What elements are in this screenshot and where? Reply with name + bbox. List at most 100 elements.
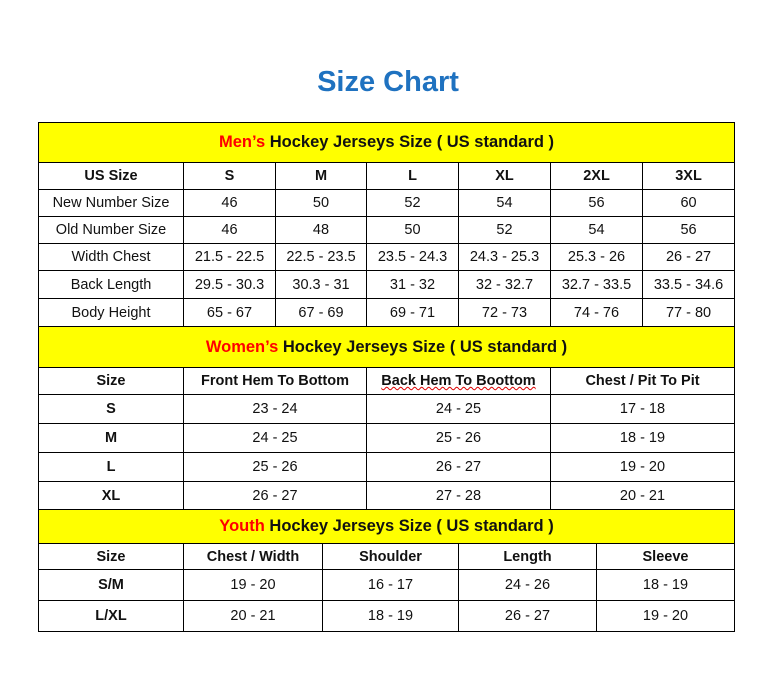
table-cell: 77 - 80 bbox=[641, 298, 736, 327]
table-cell: 72 - 73 bbox=[458, 298, 551, 327]
table-row: Width Chest 21.5 - 22.5 22.5 - 23.5 23.5 - … bbox=[38, 243, 736, 271]
table-cell: 29.5 - 30.3 bbox=[183, 270, 276, 299]
column-header: Sleeve bbox=[595, 543, 736, 570]
table-cell: 46 bbox=[183, 216, 276, 244]
table-cell: 26 - 27 bbox=[458, 600, 597, 632]
column-header: XL bbox=[458, 162, 551, 190]
table-cell: 33.5 - 34.6 bbox=[641, 270, 736, 299]
column-header: S bbox=[183, 162, 276, 190]
column-header: Chest / Pit To Pit bbox=[549, 367, 736, 395]
table-row: M 24 - 25 25 - 26 18 - 19 bbox=[38, 423, 736, 453]
row-label: New Number Size bbox=[38, 189, 184, 217]
men-section-header: Men’s Hockey Jerseys Size ( US standard … bbox=[37, 122, 736, 163]
table-cell: 31 - 32 bbox=[366, 270, 459, 299]
table-cell: 50 bbox=[275, 189, 367, 217]
table-cell: 26 - 27 bbox=[366, 452, 551, 482]
column-header-row: US Size S M L XL 2XL 3XL bbox=[38, 162, 736, 190]
column-header-row: Size Front Hem To Bottom Back Hem To Boott… bbox=[38, 367, 736, 395]
table-cell: 54 bbox=[550, 216, 643, 244]
section-highlight: Women’s bbox=[205, 337, 279, 356]
row-label: Back Length bbox=[38, 270, 184, 299]
table-cell: 60 bbox=[641, 189, 736, 217]
table-cell: 19 - 20 bbox=[549, 452, 736, 482]
table-row: L/XL 20 - 21 18 - 19 26 - 27 19 - 20 bbox=[38, 600, 736, 632]
column-header: Front Hem To Bottom bbox=[183, 367, 367, 395]
table-cell: 23.5 - 24.3 bbox=[366, 243, 459, 271]
table-cell: 24 - 25 bbox=[183, 423, 367, 453]
table-cell: 25.3 - 26 bbox=[550, 243, 643, 271]
column-header: 3XL bbox=[641, 162, 736, 190]
women-size-table: Women’s Hockey Jerseys Size ( US standar… bbox=[37, 326, 736, 510]
section-title: Hockey Jerseys Size ( US standard ) bbox=[264, 517, 554, 535]
table-cell: 17 - 18 bbox=[549, 394, 736, 424]
section-highlight: Men’s bbox=[219, 133, 266, 151]
row-label: L/XL bbox=[38, 600, 184, 632]
table-cell: 27 - 28 bbox=[366, 481, 551, 510]
column-header: US Size bbox=[38, 162, 184, 190]
table-cell: 32.7 - 33.5 bbox=[550, 270, 643, 299]
row-label: Width Chest bbox=[38, 243, 184, 271]
table-cell: 69 - 71 bbox=[366, 298, 459, 327]
table-cell: 21.5 - 22.5 bbox=[183, 243, 276, 271]
table-cell: 48 bbox=[275, 216, 367, 244]
column-header: Length bbox=[458, 543, 597, 570]
table-cell: 18 - 19 bbox=[595, 569, 736, 601]
table-cell: 24 - 26 bbox=[458, 569, 597, 601]
column-header: 2XL bbox=[550, 162, 643, 190]
column-header: Chest / Width bbox=[183, 543, 323, 570]
column-header: L bbox=[366, 162, 459, 190]
column-header: Back Hem To Boottom bbox=[366, 367, 551, 395]
table-cell: 52 bbox=[366, 189, 459, 217]
youth-section-header: Youth Hockey Jerseys Size ( US standard … bbox=[37, 509, 736, 544]
table-cell: 26 - 27 bbox=[641, 243, 736, 271]
row-label: L bbox=[38, 452, 184, 482]
table-cell: 24.3 - 25.3 bbox=[458, 243, 551, 271]
row-label: XL bbox=[38, 481, 184, 510]
row-label: Old Number Size bbox=[38, 216, 184, 244]
table-cell: 22.5 - 23.5 bbox=[275, 243, 367, 271]
table-cell: 30.3 - 31 bbox=[275, 270, 367, 299]
page-title: Size Chart bbox=[317, 66, 459, 98]
table-cell: 32 - 32.7 bbox=[458, 270, 551, 299]
table-row: New Number Size 46 50 52 54 56 60 bbox=[38, 189, 736, 217]
table-cell: 56 bbox=[641, 216, 736, 244]
column-header: Shoulder bbox=[322, 543, 459, 570]
table-cell: 67 - 69 bbox=[275, 298, 367, 327]
table-cell: 20 - 21 bbox=[183, 600, 323, 632]
row-label: S bbox=[38, 394, 184, 424]
section-title: Hockey Jerseys Size ( US standard ) bbox=[265, 133, 555, 151]
table-cell: 54 bbox=[458, 189, 551, 217]
column-header-label: Back Hem To Boottom bbox=[381, 373, 536, 389]
section-title: Hockey Jerseys Size ( US standard ) bbox=[278, 337, 568, 356]
men-size-table: Men’s Hockey Jerseys Size ( US standard … bbox=[37, 122, 736, 327]
table-row: L 25 - 26 26 - 27 19 - 20 bbox=[38, 452, 736, 482]
row-label: S/M bbox=[38, 569, 184, 601]
table-cell: 18 - 19 bbox=[549, 423, 736, 453]
youth-size-table: Youth Hockey Jerseys Size ( US standard … bbox=[37, 509, 736, 632]
table-row: XL 26 - 27 27 - 28 20 - 21 bbox=[38, 481, 736, 510]
column-header-row: Size Chest / Width Shoulder Length Sleeve bbox=[38, 543, 736, 570]
table-cell: 46 bbox=[183, 189, 276, 217]
table-row: S 23 - 24 24 - 25 17 - 18 bbox=[38, 394, 736, 424]
table-cell: 52 bbox=[458, 216, 551, 244]
table-cell: 25 - 26 bbox=[366, 423, 551, 453]
table-cell: 65 - 67 bbox=[183, 298, 276, 327]
table-row: S/M 19 - 20 16 - 17 24 - 26 18 - 19 bbox=[38, 569, 736, 601]
table-row: Body Height 65 - 67 67 - 69 69 - 71 72 - 73 7… bbox=[38, 298, 736, 327]
table-cell: 23 - 24 bbox=[183, 394, 367, 424]
column-header: Size bbox=[38, 543, 184, 570]
table-cell: 26 - 27 bbox=[183, 481, 367, 510]
row-label: Body Height bbox=[38, 298, 184, 327]
table-cell: 24 - 25 bbox=[366, 394, 551, 424]
table-row: Back Length 29.5 - 30.3 30.3 - 31 31 - 32 32… bbox=[38, 270, 736, 299]
row-label: M bbox=[38, 423, 184, 453]
table-cell: 74 - 76 bbox=[550, 298, 643, 327]
table-cell: 50 bbox=[366, 216, 459, 244]
table-cell: 19 - 20 bbox=[183, 569, 323, 601]
column-header: Size bbox=[38, 367, 184, 395]
table-cell: 20 - 21 bbox=[549, 481, 736, 510]
table-cell: 19 - 20 bbox=[595, 600, 736, 632]
column-header: M bbox=[275, 162, 367, 190]
table-cell: 25 - 26 bbox=[183, 452, 367, 482]
table-cell: 56 bbox=[550, 189, 643, 217]
